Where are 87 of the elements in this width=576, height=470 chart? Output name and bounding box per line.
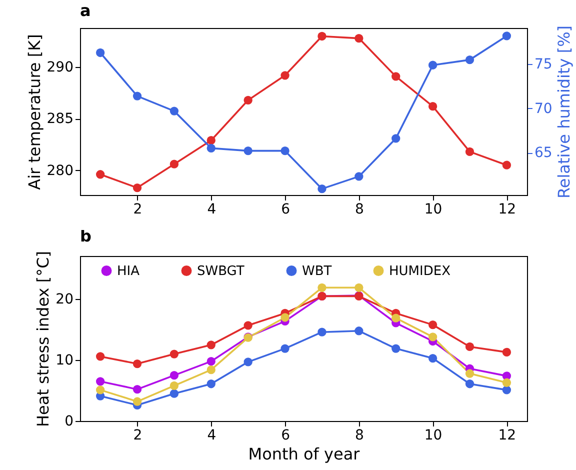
legend-label: WBT — [302, 264, 332, 279]
point — [132, 183, 142, 192]
y-tick-label: 10 — [56, 352, 74, 369]
point — [132, 397, 142, 406]
point — [428, 332, 438, 342]
point — [502, 386, 512, 394]
point — [392, 134, 400, 143]
point — [428, 60, 438, 70]
x-axis-title: Month of year — [248, 444, 360, 464]
point — [318, 328, 326, 336]
chart-title: a — [80, 0, 91, 20]
point — [96, 48, 105, 58]
x-tick-label: 8 — [354, 428, 364, 444]
point — [170, 389, 179, 398]
point — [280, 313, 290, 322]
point — [465, 342, 474, 352]
point — [206, 144, 216, 152]
point — [244, 358, 252, 366]
point — [206, 357, 216, 366]
point — [354, 326, 364, 336]
point — [280, 344, 290, 353]
point — [132, 92, 142, 100]
point — [132, 385, 142, 394]
y2-axis-title: Relative humidity [%] — [554, 25, 574, 199]
point — [318, 184, 326, 194]
y2-tick-label: 65 — [534, 145, 552, 162]
point — [354, 34, 364, 43]
y2-tick-label: 70 — [534, 100, 552, 117]
x-tick-label: 4 — [207, 428, 216, 444]
point — [244, 146, 252, 156]
x-tick-label: 2 — [133, 202, 142, 218]
point — [244, 321, 252, 330]
point — [206, 380, 216, 388]
point — [392, 314, 400, 322]
point — [170, 350, 179, 358]
point — [96, 170, 105, 179]
y-tick-label: 280 — [46, 162, 74, 179]
point — [502, 160, 512, 170]
x-tick-label: 10 — [424, 428, 442, 444]
point — [96, 352, 105, 361]
point — [502, 348, 512, 357]
point — [244, 96, 252, 104]
point — [392, 344, 400, 353]
x-tick-label: 2 — [133, 428, 142, 444]
point — [280, 146, 290, 156]
point — [465, 380, 474, 388]
x-tick-label: 8 — [354, 202, 364, 218]
point — [354, 172, 364, 181]
point — [280, 71, 290, 80]
y-tick-label: 20 — [56, 292, 74, 308]
x-tick-label: 12 — [498, 428, 516, 444]
point — [170, 381, 179, 390]
x-tick-label: 4 — [207, 202, 216, 218]
point — [206, 136, 216, 145]
point — [318, 32, 326, 41]
x-tick-label: 10 — [424, 202, 442, 218]
point — [428, 102, 438, 111]
point — [428, 354, 438, 363]
point — [465, 369, 474, 378]
point — [206, 366, 216, 374]
y-tick-label: 285 — [46, 111, 74, 128]
point — [96, 377, 105, 386]
y-axis-title: Air temperature [K] — [24, 34, 44, 190]
point — [206, 340, 216, 350]
point — [465, 147, 474, 156]
point — [170, 160, 179, 168]
point — [354, 283, 364, 292]
x-tick-label: 6 — [281, 202, 290, 218]
y2-tick-label: 75 — [534, 56, 552, 73]
y-tick-label: 0 — [64, 414, 74, 430]
point — [502, 32, 512, 40]
point — [428, 320, 438, 330]
point — [502, 378, 512, 387]
x-tick-label: 6 — [281, 428, 290, 444]
legend-label: HUMIDEX — [389, 264, 451, 279]
point — [318, 283, 326, 292]
x-tick-label: 12 — [498, 202, 516, 218]
y-axis-title: Heat stress index [°C] — [34, 251, 53, 427]
legend-label: HIA — [117, 264, 140, 279]
point — [465, 55, 474, 64]
point — [96, 386, 105, 394]
point — [170, 371, 179, 380]
y-tick-label: 290 — [46, 60, 74, 76]
legend-label: SWBGT — [197, 264, 244, 279]
point — [392, 72, 400, 81]
point — [132, 359, 142, 368]
point — [170, 106, 179, 116]
